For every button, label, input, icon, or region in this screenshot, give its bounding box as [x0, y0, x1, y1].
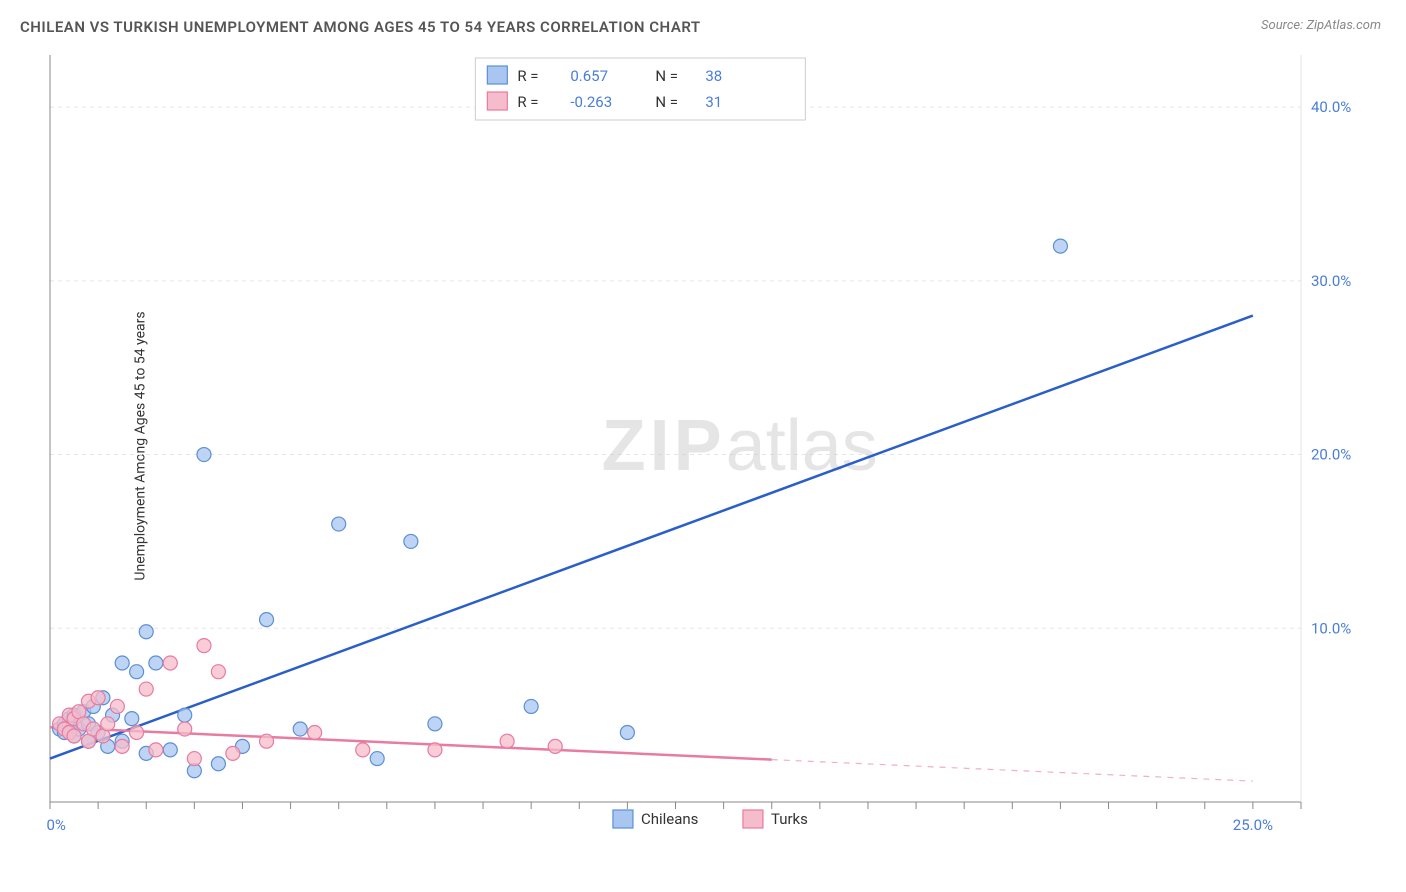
- legend-n-value: 38: [705, 67, 722, 85]
- data-point-turks: [548, 739, 562, 753]
- source-label: Source:: [1261, 18, 1303, 33]
- legend-n-value: 31: [705, 93, 722, 111]
- data-point-turks: [226, 746, 240, 760]
- data-point-chileans: [370, 752, 384, 766]
- data-point-turks: [101, 717, 115, 731]
- source-attribution: Source: ZipAtlas.com: [1261, 18, 1381, 33]
- watermark: ZIPatlas: [602, 406, 878, 486]
- data-point-chileans: [139, 625, 153, 639]
- data-point-turks: [130, 726, 144, 740]
- chart-area: 10.0% 20.0% 30.0% 40.0% ZIPatlas 0.0% 25.0% R =…: [45, 45, 1381, 847]
- data-point-turks: [149, 743, 163, 757]
- y-tick-label: 40.0%: [1311, 98, 1351, 116]
- legend-swatch: [487, 92, 507, 110]
- legend-n-label: N =: [655, 67, 678, 85]
- data-point-turks: [67, 729, 81, 743]
- legend-r-label: R =: [517, 67, 538, 85]
- data-point-chileans: [293, 722, 307, 736]
- y-tick-label: 10.0%: [1311, 619, 1351, 637]
- data-point-chileans: [163, 743, 177, 757]
- bottom-legend-swatch: [743, 810, 763, 828]
- data-point-chileans: [130, 665, 144, 679]
- data-point-turks: [187, 752, 201, 766]
- y-tick-label: 20.0%: [1311, 446, 1351, 464]
- legend-n-label: N =: [655, 93, 678, 111]
- data-point-turks: [110, 699, 124, 713]
- legend-r-label: R =: [517, 93, 538, 111]
- data-point-chileans: [115, 656, 129, 670]
- legend-r-value: -0.263: [570, 93, 612, 111]
- data-point-turks: [178, 722, 192, 736]
- x-tick-label-left: 0.0%: [45, 816, 66, 834]
- data-point-chileans: [428, 717, 442, 731]
- chart-title: CHILEAN VS TURKISH UNEMPLOYMENT AMONG AG…: [20, 18, 701, 36]
- data-point-turks: [308, 726, 322, 740]
- data-point-chileans: [404, 534, 418, 548]
- legend-r-value: 0.657: [570, 67, 608, 85]
- data-point-turks: [428, 743, 442, 757]
- data-point-chileans: [332, 517, 346, 531]
- data-point-turks: [197, 639, 211, 653]
- data-point-chileans: [149, 656, 163, 670]
- data-point-chileans: [260, 613, 274, 627]
- bottom-legend-label: Chileans: [641, 810, 698, 828]
- source-value: ZipAtlas.com: [1306, 18, 1381, 33]
- data-point-turks: [500, 734, 514, 748]
- chart-svg: 10.0% 20.0% 30.0% 40.0% ZIPatlas 0.0% 25.0% R =…: [45, 45, 1381, 847]
- data-point-chileans: [620, 726, 634, 740]
- regression-line-chileans: [50, 316, 1253, 759]
- data-point-chileans: [1053, 239, 1067, 253]
- regression-extrapolation-turks: [772, 760, 1253, 782]
- bottom-legend-swatch: [613, 810, 633, 828]
- data-point-turks: [91, 691, 105, 705]
- data-point-turks: [163, 656, 177, 670]
- x-tick-label-right: 25.0%: [1233, 816, 1273, 834]
- data-point-turks: [139, 682, 153, 696]
- data-point-chileans: [524, 699, 538, 713]
- data-point-turks: [260, 734, 274, 748]
- data-point-turks: [356, 743, 370, 757]
- data-point-chileans: [211, 757, 225, 771]
- data-point-chileans: [178, 708, 192, 722]
- bottom-legend-label: Turks: [771, 810, 808, 828]
- y-tick-label: 30.0%: [1311, 272, 1351, 290]
- data-point-chileans: [197, 448, 211, 462]
- legend-swatch: [487, 66, 507, 84]
- data-point-turks: [115, 739, 129, 753]
- data-point-turks: [211, 665, 225, 679]
- data-point-chileans: [125, 712, 139, 726]
